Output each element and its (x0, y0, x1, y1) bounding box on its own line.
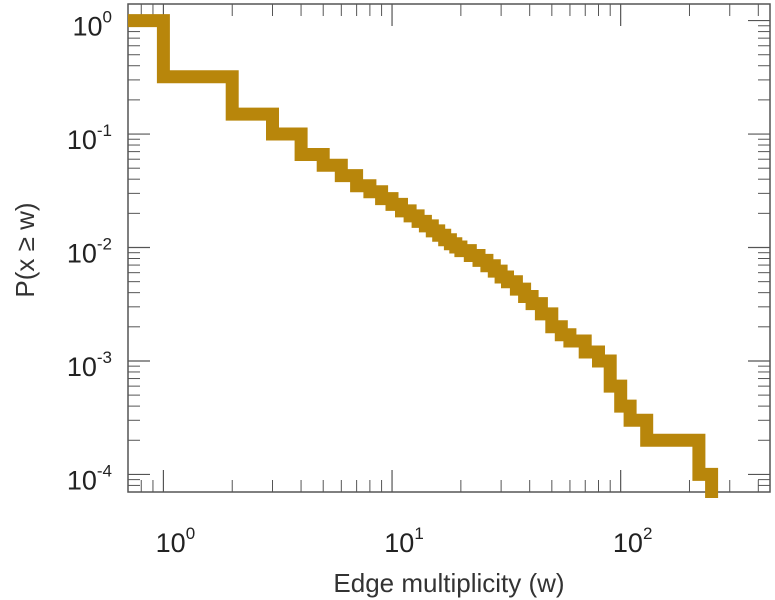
y-tick-labels: 100 10-1 10-2 10-3 10-4 (67, 8, 112, 496)
y-axis-label: P(x ≥ w) (10, 202, 40, 297)
minor-ticks (127, 4, 770, 493)
y-tick-label: 10-2 (67, 235, 112, 269)
x-tick-label: 102 (613, 524, 653, 558)
y-tick-label: 10-3 (67, 348, 112, 382)
series-layer (128, 14, 719, 498)
y-tick-label: 100 (72, 8, 112, 42)
y-tick-label: 10-1 (67, 121, 112, 155)
x-axis-label: Edge multiplicity (w) (333, 568, 564, 598)
x-tick-label: 100 (156, 524, 196, 558)
ccdf-series-line (128, 14, 719, 498)
x-tick-labels: 100 101 102 (156, 524, 653, 558)
y-tick-label: 10-4 (67, 461, 112, 495)
major-ticks (128, 4, 770, 492)
x-tick-label: 101 (384, 524, 424, 558)
